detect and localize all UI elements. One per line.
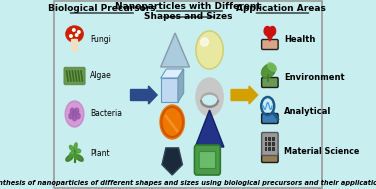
Text: Health: Health [284, 36, 315, 44]
Circle shape [264, 26, 271, 36]
Polygon shape [161, 69, 184, 78]
Circle shape [67, 103, 82, 125]
Ellipse shape [74, 143, 77, 150]
Bar [272, 147, 274, 150]
Circle shape [65, 101, 84, 127]
Text: Environment: Environment [284, 73, 345, 81]
FancyBboxPatch shape [199, 152, 216, 169]
Text: Application Areas: Application Areas [237, 4, 326, 13]
FancyBboxPatch shape [262, 153, 278, 163]
Polygon shape [162, 148, 182, 175]
FancyBboxPatch shape [262, 77, 278, 88]
Circle shape [75, 108, 79, 114]
Ellipse shape [76, 155, 83, 161]
Ellipse shape [70, 151, 74, 156]
Bar [272, 142, 274, 146]
Circle shape [76, 113, 80, 119]
Circle shape [69, 113, 73, 119]
Polygon shape [195, 110, 224, 147]
FancyArrow shape [231, 86, 258, 104]
Ellipse shape [268, 63, 276, 71]
Ellipse shape [73, 29, 75, 31]
Ellipse shape [66, 26, 83, 42]
Bar [268, 147, 271, 150]
Text: Synthesis of nanoparticles of different shapes and sizes using biological precur: Synthesis of nanoparticles of different … [0, 180, 376, 186]
FancyBboxPatch shape [64, 67, 85, 84]
Ellipse shape [74, 152, 77, 159]
FancyArrow shape [130, 86, 157, 104]
Text: Analytical: Analytical [284, 108, 332, 116]
Bar [268, 137, 271, 140]
Circle shape [196, 78, 223, 116]
Polygon shape [161, 33, 190, 67]
Text: Fungi: Fungi [90, 36, 111, 44]
Circle shape [196, 31, 223, 69]
Circle shape [70, 108, 74, 114]
Ellipse shape [70, 146, 74, 151]
Bar [265, 147, 267, 150]
Polygon shape [178, 69, 184, 102]
Bar [265, 142, 267, 146]
Polygon shape [161, 78, 178, 102]
Bar [272, 137, 274, 140]
Text: Bacteria: Bacteria [90, 109, 122, 119]
Circle shape [73, 110, 77, 116]
Bar [265, 137, 267, 140]
Ellipse shape [77, 31, 80, 33]
Text: Algae: Algae [90, 71, 112, 81]
FancyBboxPatch shape [72, 40, 77, 50]
Circle shape [160, 105, 184, 139]
Text: Biological Precursors: Biological Precursors [48, 4, 156, 13]
FancyBboxPatch shape [194, 145, 220, 175]
Ellipse shape [200, 38, 208, 46]
Polygon shape [264, 32, 276, 42]
Ellipse shape [203, 95, 216, 105]
Ellipse shape [76, 149, 80, 153]
Ellipse shape [70, 35, 72, 37]
Bar [268, 142, 271, 146]
Circle shape [269, 26, 276, 36]
Circle shape [73, 115, 77, 121]
Text: Plant: Plant [90, 149, 110, 159]
Ellipse shape [76, 34, 78, 36]
Ellipse shape [201, 93, 218, 107]
FancyBboxPatch shape [262, 132, 278, 156]
Text: Nanoparticles with Different
Shapes and Sizes: Nanoparticles with Different Shapes and … [115, 2, 261, 21]
Ellipse shape [66, 155, 73, 161]
Ellipse shape [261, 64, 275, 78]
FancyBboxPatch shape [262, 40, 278, 50]
Text: Material Science: Material Science [284, 147, 359, 156]
FancyBboxPatch shape [262, 114, 278, 123]
